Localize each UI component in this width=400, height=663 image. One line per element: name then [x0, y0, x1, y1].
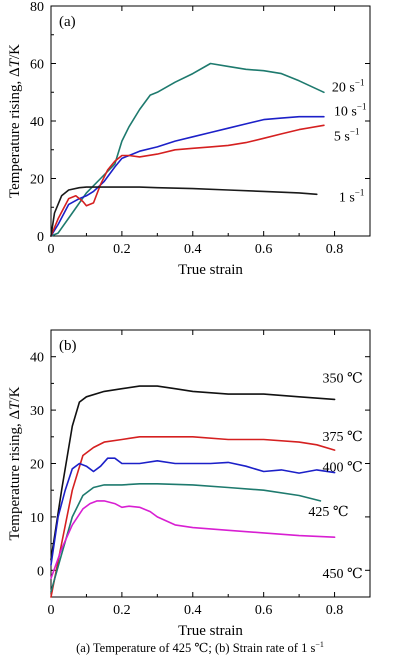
- y-tick-label: 0: [37, 230, 44, 245]
- series-line: [50, 435, 336, 598]
- series-label-text: 20 s: [332, 80, 355, 95]
- series-label-text: 425 ℃: [308, 505, 348, 520]
- series-label-superscript: −1: [355, 77, 365, 87]
- x-tick-label: 0: [48, 242, 55, 257]
- series-label-text: 450 ℃: [323, 567, 363, 582]
- y-axis-label-prefix: Temperature rising, Δ: [7, 410, 23, 541]
- y-tick-label: 20: [30, 173, 44, 188]
- series-line: [50, 186, 318, 237]
- y-tick-label: 20: [30, 458, 44, 473]
- x-tick-label: 0.8: [326, 242, 344, 257]
- series-label: 425 ℃: [308, 505, 348, 520]
- series-label: 10 s−1: [334, 102, 367, 120]
- series-label-text: 1 s: [339, 190, 355, 205]
- series-line: [50, 124, 325, 237]
- y-tick-label: 40: [30, 115, 44, 130]
- y-tick-label: 10: [30, 511, 44, 526]
- series-line: [50, 385, 336, 561]
- series-label: 450 ℃: [323, 567, 363, 582]
- x-axis-label: True strain: [178, 262, 243, 278]
- figure-caption-text: (a) Temperature of 425 ℃; (b) Strain rat…: [76, 641, 316, 656]
- series-label: 1 s−1: [339, 187, 365, 205]
- series-label: 5 s−1: [334, 126, 360, 144]
- series-label-superscript: −1: [357, 102, 367, 112]
- x-tick-label: 0.6: [255, 603, 273, 618]
- series-line: [50, 457, 336, 566]
- series-label-superscript: −1: [355, 187, 365, 197]
- y-axis-label-unit: /K: [7, 44, 23, 59]
- series-label-text: 375 ℃: [323, 430, 363, 445]
- y-tick-label: 30: [30, 404, 44, 419]
- y-tick-label: 60: [30, 58, 44, 73]
- y-tick-label: 80: [30, 0, 44, 15]
- chart-panel-b: 0 0.2 0.4 0.6 0.8 0 10 20 30 40 (b) True strain Temp…: [7, 329, 371, 639]
- series-label-text: 5 s: [334, 129, 350, 144]
- y-axis-label-variable: T: [7, 57, 23, 67]
- y-tick-label: 40: [30, 351, 44, 366]
- x-tick-label: 0: [48, 603, 55, 618]
- series-label: 400 ℃: [323, 461, 363, 476]
- panel-label: (a): [59, 14, 76, 30]
- x-axis-label: True strain: [178, 623, 243, 639]
- series-line: [50, 500, 336, 580]
- series-label-superscript: −1: [350, 126, 360, 136]
- series-line: [50, 115, 325, 237]
- figure-caption-superscript: −1: [315, 640, 324, 649]
- series-line: [50, 62, 325, 237]
- x-tick-label: 0.8: [326, 603, 344, 618]
- y-axis-label-prefix: Temperature rising, Δ: [7, 67, 23, 198]
- x-tick-label: 0.4: [184, 603, 202, 618]
- series-label: 375 ℃: [323, 430, 363, 445]
- series-label-text: 400 ℃: [323, 461, 363, 476]
- x-tick-label: 0.2: [113, 603, 131, 618]
- y-axis-label: Temperature rising, ΔT/K: [7, 44, 23, 198]
- series-label: 350 ℃: [323, 371, 363, 386]
- y-axis-label: Temperature rising, ΔT/K: [7, 386, 23, 540]
- x-tick-label: 0.6: [255, 242, 273, 257]
- y-tick-label: 0: [37, 564, 44, 579]
- y-axis-label-unit: /K: [7, 386, 23, 401]
- plot-frame: [50, 5, 371, 237]
- series-label: 20 s−1: [332, 77, 365, 95]
- x-tick-label: 0.4: [184, 242, 202, 257]
- chart-panel-a: 0 0.2 0.4 0.6 0.8 0 20 40 60 80 (a) True strain Temp…: [7, 0, 371, 278]
- series-line: [50, 482, 322, 593]
- y-axis-label-variable: T: [7, 400, 23, 410]
- figure-caption: (a) Temperature of 425 ℃; (b) Strain rat…: [0, 640, 400, 656]
- panel-label: (b): [59, 338, 77, 354]
- series-label-text: 350 ℃: [323, 371, 363, 386]
- x-tick-label: 0.2: [113, 242, 131, 257]
- series-label-text: 10 s: [334, 105, 357, 120]
